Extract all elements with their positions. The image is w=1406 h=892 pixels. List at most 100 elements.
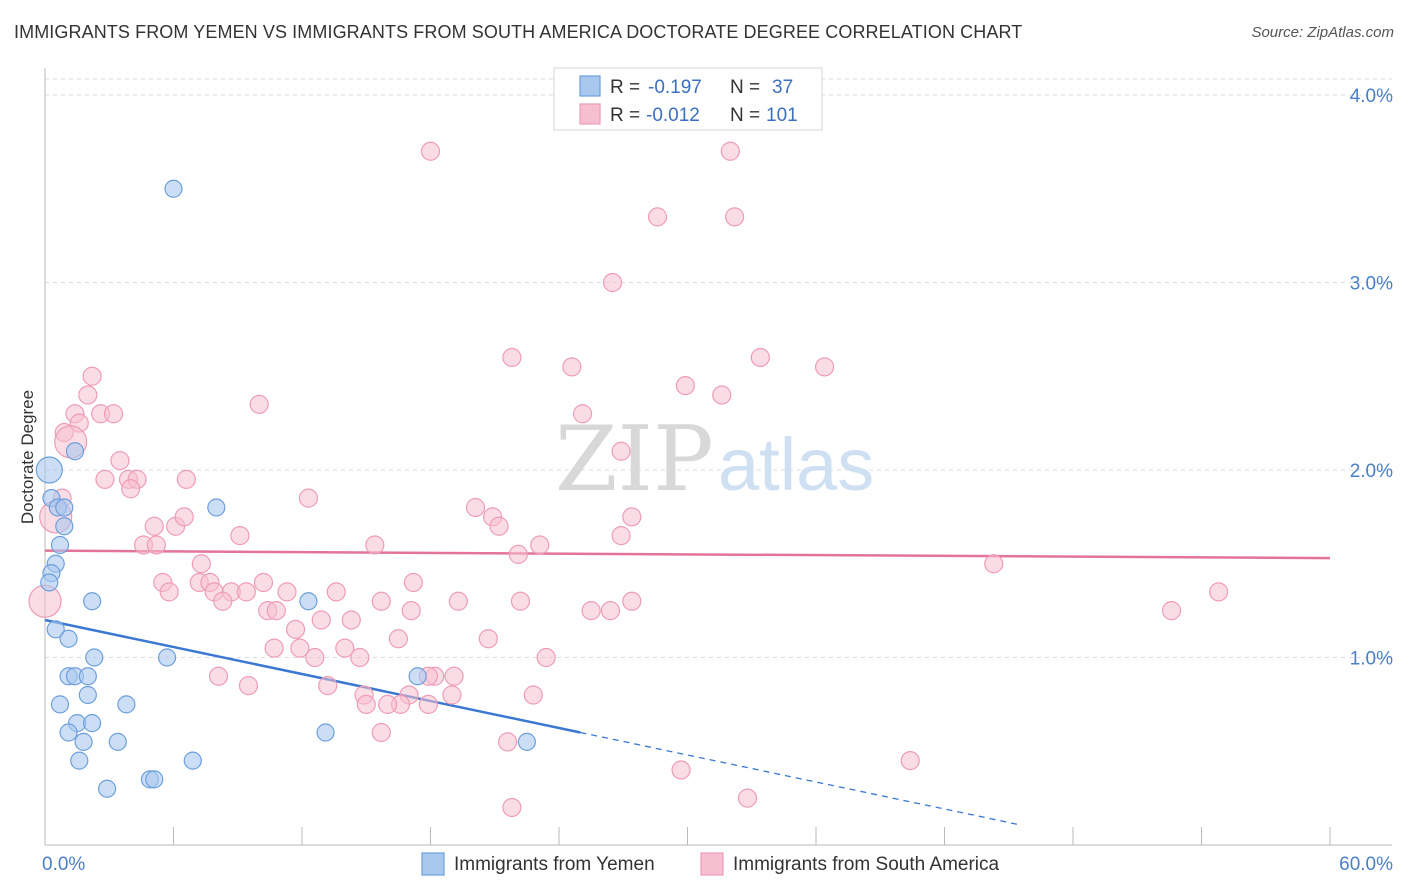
point-south-america (144, 516, 164, 536)
point-south-america (737, 788, 758, 808)
point-yemen (78, 667, 97, 686)
point-yemen (108, 732, 127, 751)
legend-r-label-south-america: R = (610, 105, 640, 126)
series-legend-label-south-america: Immigrants from South America (733, 854, 1000, 875)
point-yemen (517, 732, 536, 751)
point-south-america (750, 347, 770, 368)
point-south-america (562, 357, 582, 377)
series-legend-swatch-yemen (421, 852, 445, 876)
point-south-america (478, 629, 498, 649)
point-yemen (78, 685, 97, 705)
point-south-america (502, 797, 522, 818)
trend-lines (44, 549, 1331, 826)
point-south-america (326, 582, 346, 602)
point-south-america (508, 544, 528, 564)
point-yemen (70, 751, 89, 770)
point-south-america (647, 207, 668, 227)
point-south-america (95, 469, 115, 489)
point-south-america (230, 526, 250, 546)
point-south-america (1161, 601, 1182, 621)
point-south-america (572, 404, 593, 424)
point-south-america (418, 694, 438, 714)
point-south-america (442, 685, 462, 705)
point-yemen (59, 629, 78, 648)
point-south-america (191, 554, 211, 574)
point-yemen (83, 592, 102, 611)
point-south-america (725, 207, 745, 227)
point-south-america (622, 591, 642, 611)
series-legend-swatch-south-america (700, 852, 724, 876)
point-south-america (510, 591, 531, 611)
point-yemen (117, 695, 136, 714)
trend-line-yemen (44, 618, 581, 734)
point-south-america (378, 694, 398, 714)
point-yemen (65, 442, 85, 461)
point-south-america (498, 732, 518, 752)
point-south-america (984, 554, 1004, 574)
point-south-america (720, 141, 740, 161)
point-south-america (311, 610, 331, 630)
point-south-america (236, 582, 256, 602)
point-south-america (523, 685, 543, 705)
legend-n-label-south-america: N = (730, 105, 760, 126)
point-yemen (74, 732, 93, 751)
point-yemen (59, 723, 78, 742)
watermark-zip: ZIP (555, 407, 714, 512)
point-yemen (85, 648, 104, 667)
point-south-america (448, 591, 468, 611)
axes (44, 68, 1392, 846)
point-south-america (78, 385, 98, 405)
legend-swatch-yemen (579, 75, 601, 97)
point-south-america (159, 582, 179, 602)
legend-swatch-south-america (579, 103, 601, 125)
point-south-america (253, 572, 274, 593)
point-south-america (489, 516, 509, 536)
point-south-america (174, 507, 194, 527)
point-south-america (371, 591, 391, 611)
point-south-america (388, 629, 408, 649)
point-south-america (444, 666, 464, 686)
point-south-america (365, 535, 385, 555)
y-tick-label: 1.0% (1350, 649, 1393, 670)
correlation-legend: R = -0.197 N = 37 R = -0.012 N = 101 (553, 67, 823, 131)
point-south-america (266, 601, 286, 621)
data-points (28, 141, 1229, 818)
point-yemen (40, 573, 59, 592)
point-yemen (157, 648, 177, 667)
point-south-america (285, 619, 306, 639)
point-south-america (536, 647, 556, 668)
point-yemen (35, 456, 63, 484)
point-yemen (55, 517, 74, 536)
point-south-america (176, 469, 196, 489)
point-south-america (671, 760, 691, 780)
point-south-america (356, 694, 376, 714)
point-south-america (318, 676, 338, 696)
point-south-america (611, 441, 631, 461)
point-south-america (305, 647, 325, 668)
point-yemen (83, 714, 102, 733)
point-south-america (600, 601, 621, 621)
y-tick-label: 2.0% (1350, 461, 1393, 482)
point-yemen (145, 770, 164, 789)
point-south-america (82, 366, 102, 386)
x-tick-label: 0.0% (42, 854, 85, 875)
point-south-america (277, 582, 297, 602)
y-tick-label: 4.0% (1350, 86, 1393, 107)
trend-line-south-america (44, 549, 1331, 560)
legend-n-value-yemen: 37 (772, 77, 793, 98)
point-south-america (146, 535, 166, 555)
x-tick-label: 60.0% (1339, 854, 1393, 875)
point-yemen (50, 695, 70, 714)
point-south-america (110, 451, 130, 471)
point-south-america (341, 610, 361, 630)
point-south-america (900, 751, 920, 771)
point-south-america (530, 535, 550, 555)
point-yemen (98, 779, 117, 798)
point-yemen (46, 620, 65, 639)
point-yemen (55, 498, 74, 517)
chart-title: IMMIGRANTS FROM YEMEN VS IMMIGRANTS FROM… (14, 22, 1023, 42)
point-south-america (103, 404, 124, 424)
point-south-america (1209, 582, 1229, 602)
point-south-america (290, 638, 310, 658)
